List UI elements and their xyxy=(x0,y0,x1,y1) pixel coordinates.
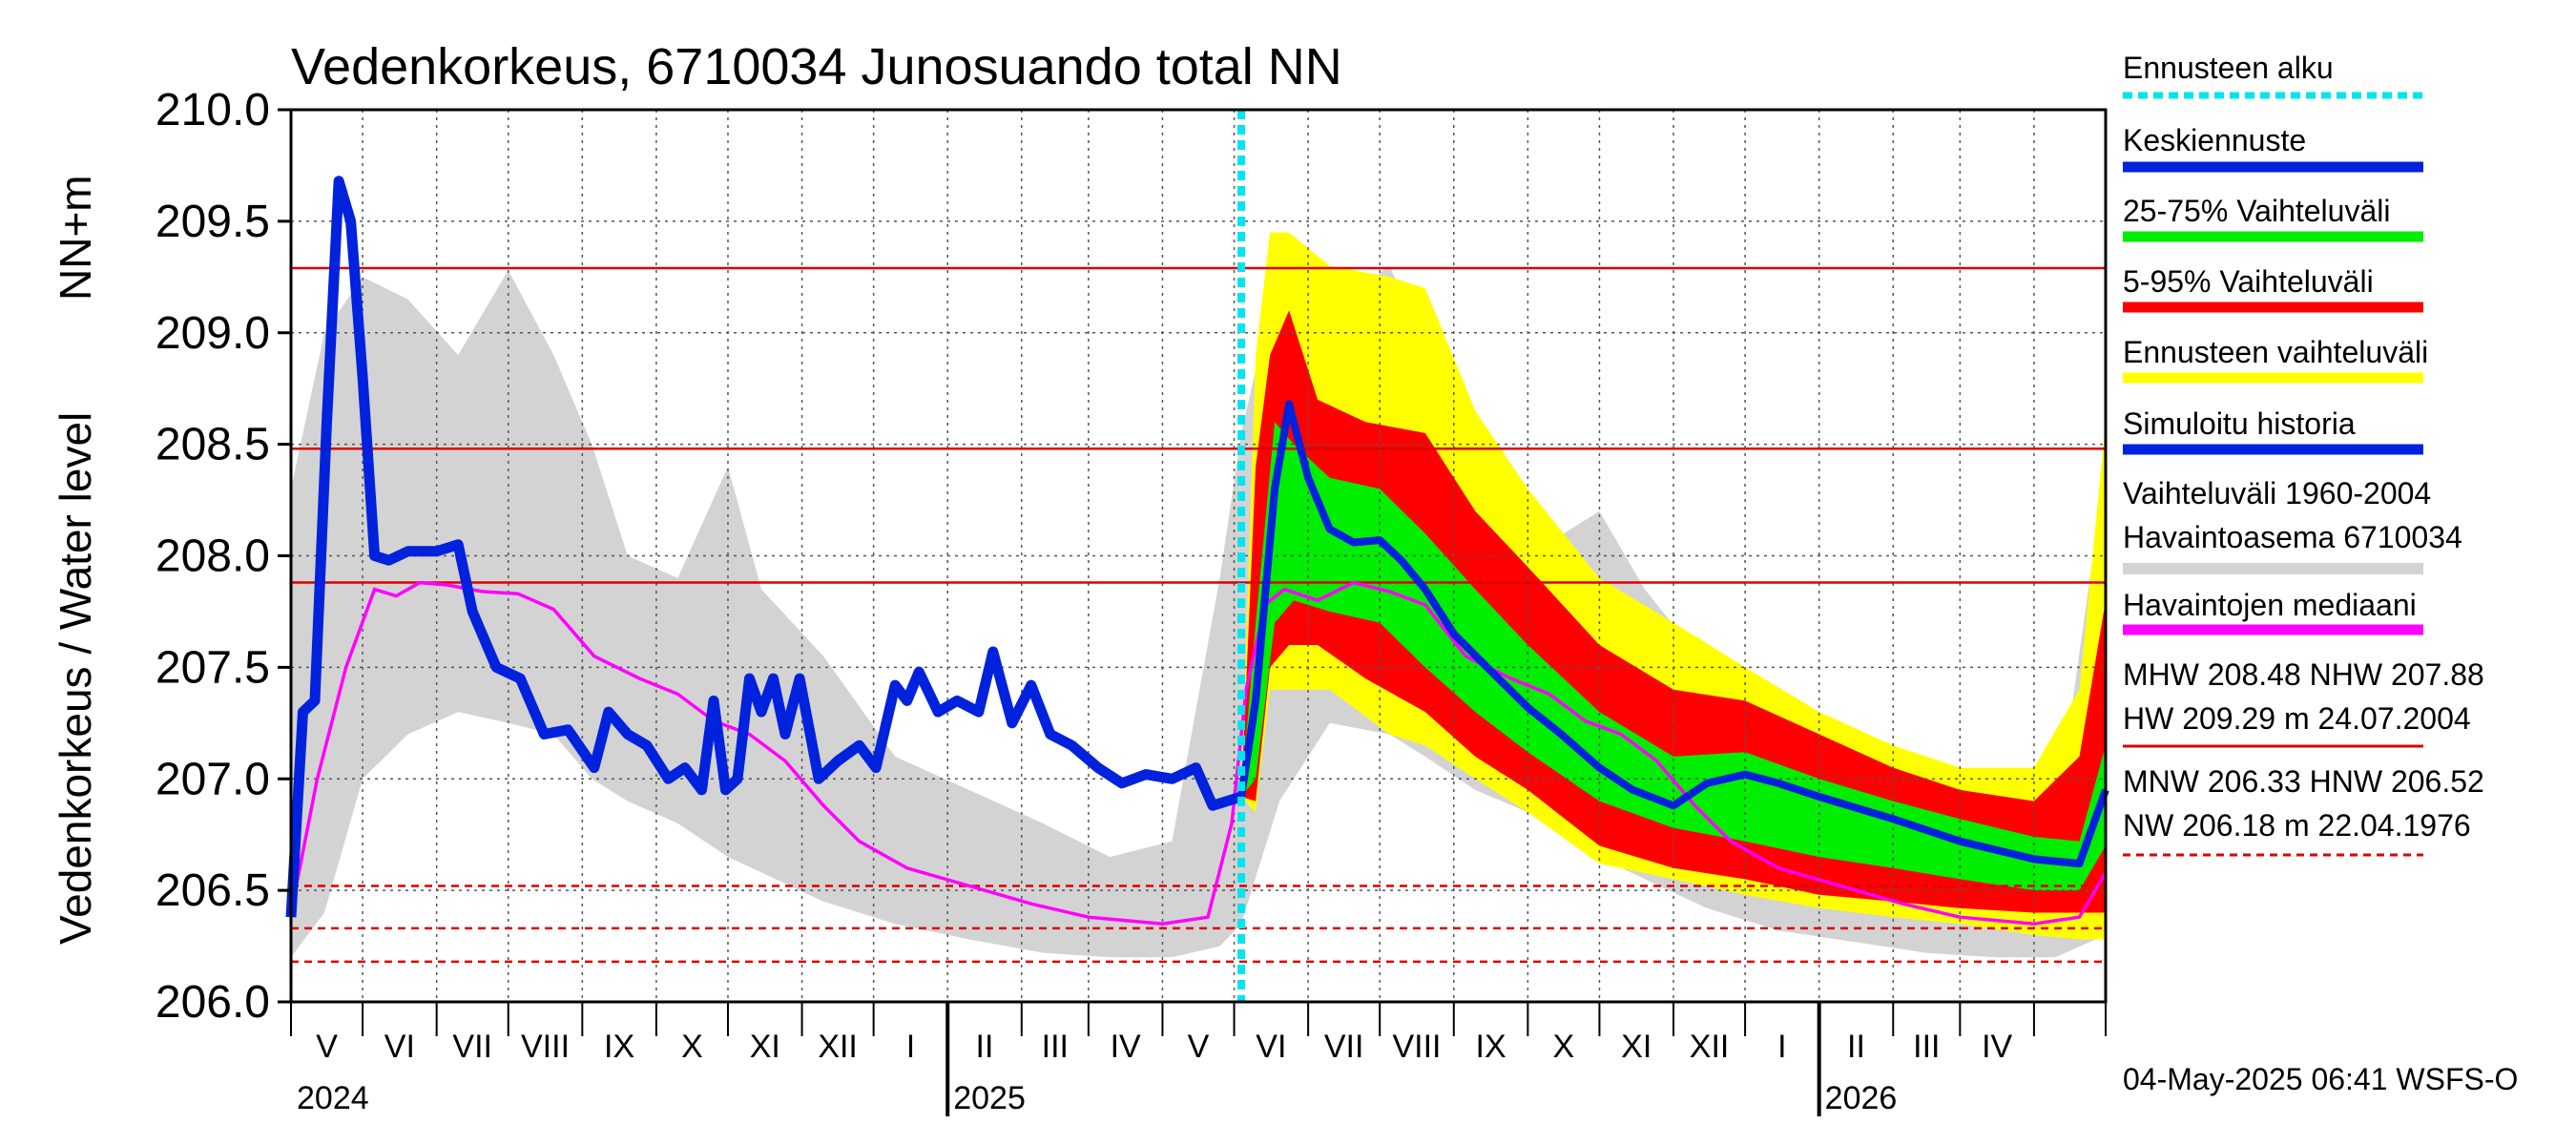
y-axis-title: Vedenkorkeus / Water level xyxy=(51,412,100,945)
year-label: 2025 xyxy=(953,1080,1026,1116)
timestamp-footer: 04-May-2025 06:41 WSFS-O xyxy=(2123,1062,2518,1096)
forecast-range-band xyxy=(1241,232,2106,940)
legend-label: Simuloitu historia xyxy=(2123,406,2356,441)
legend-label: Havaintojen mediaani xyxy=(2123,588,2417,622)
legend: Ennusteen alku Keskiennuste 25-75% Vaihtel… xyxy=(2123,51,2484,857)
legend-label: 25-75% Vaihteluväli xyxy=(2123,194,2390,228)
legend-label: Keskiennuste xyxy=(2123,123,2306,157)
year-label: 2024 xyxy=(297,1080,369,1116)
month-label: III xyxy=(1042,1029,1069,1065)
month-label: II xyxy=(976,1029,994,1065)
legend-label: 5-95% Vaihteluväli xyxy=(2123,264,2374,299)
y-tick-label: 208.5 xyxy=(156,420,270,470)
month-label: XII xyxy=(818,1029,858,1065)
month-label: IX xyxy=(604,1029,634,1065)
month-label: VIII xyxy=(1392,1029,1441,1065)
stats-line-2: HW 209.29 m 24.07.2004 xyxy=(2123,701,2471,736)
y-axis-unit: NN+m xyxy=(51,175,100,301)
y-tick-label: 209.0 xyxy=(156,308,270,359)
month-label: VI xyxy=(1256,1029,1286,1065)
month-label: X xyxy=(1553,1029,1575,1065)
axes-layer: 206.0 206.5 207.0 207.5 208.0 208.5 209.0 209.5… xyxy=(51,85,2108,1116)
month-label: VIII xyxy=(521,1029,570,1065)
stats-line-4: NW 206.18 m 22.04.1976 xyxy=(2123,808,2471,843)
y-tick-label: 206.0 xyxy=(156,977,270,1028)
month-label: XI xyxy=(1621,1029,1652,1065)
legend-label: Ennusteen alku xyxy=(2123,51,2334,85)
month-label: VII xyxy=(452,1029,492,1065)
month-label: VII xyxy=(1324,1029,1364,1065)
legend-label-2: Havaintoasema 6710034 xyxy=(2123,520,2462,554)
legend-label: Vaihteluväli 1960-2004 xyxy=(2123,476,2431,510)
month-label: XI xyxy=(750,1029,780,1065)
month-label: X xyxy=(681,1029,703,1065)
chart-title: Vedenkorkeus, 6710034 Junosuando total N… xyxy=(291,38,1342,95)
series-lines xyxy=(285,110,2109,1002)
y-tick-label: 206.5 xyxy=(156,865,270,916)
mean-forecast-line xyxy=(1237,400,2109,868)
p25-75-band xyxy=(1241,422,2106,891)
median-line xyxy=(289,580,2108,926)
month-label: III xyxy=(1913,1029,1940,1065)
month-label: I xyxy=(906,1029,915,1065)
y-tick-label: 209.5 xyxy=(156,197,270,247)
month-label: V xyxy=(316,1029,338,1065)
y-tick-label: 207.0 xyxy=(156,754,270,804)
year-label: 2026 xyxy=(1825,1080,1898,1116)
stats-line-1: MHW 208.48 NHW 207.88 xyxy=(2123,657,2484,692)
month-label: I xyxy=(1777,1029,1786,1065)
month-label: IV xyxy=(1982,1029,2012,1065)
legend-swatch xyxy=(2123,563,2423,574)
stats-line-3: MNW 206.33 HNW 206.52 xyxy=(2123,764,2484,799)
reference-lines xyxy=(291,266,2106,964)
month-label: IX xyxy=(1476,1029,1506,1065)
y-tick-label: 207.5 xyxy=(156,642,270,693)
bands-layer xyxy=(291,232,2106,958)
y-tick-label: 210.0 xyxy=(156,85,270,135)
simulated-history-line xyxy=(285,176,1243,918)
y-tick-label: 208.0 xyxy=(156,531,270,582)
month-label: IV xyxy=(1111,1029,1141,1065)
month-label: XII xyxy=(1690,1029,1730,1065)
month-label: II xyxy=(1847,1029,1865,1065)
month-label: VI xyxy=(384,1029,415,1065)
legend-label: Ennusteen vaihteluväli xyxy=(2123,335,2428,369)
month-label: V xyxy=(1188,1029,1210,1065)
